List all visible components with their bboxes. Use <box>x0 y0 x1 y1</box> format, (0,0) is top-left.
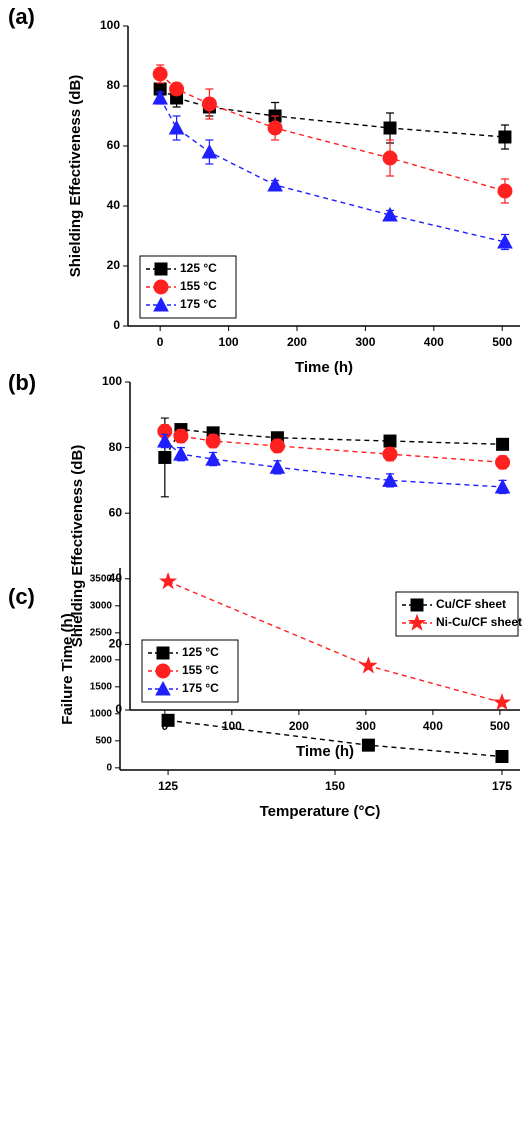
marker-square <box>158 450 172 464</box>
x-tick-label: 500 <box>492 335 512 349</box>
marker-triangle <box>494 478 511 494</box>
y-tick-label: 40 <box>107 198 121 212</box>
series-line <box>164 430 503 464</box>
y-axis-label: Failure Time (h) <box>59 613 76 724</box>
x-tick-label: 200 <box>289 719 309 733</box>
y-tick-label: 3500 <box>90 573 113 584</box>
x-tick-label: 200 <box>287 335 307 349</box>
marker-square <box>496 437 510 451</box>
marker-triangle <box>173 446 189 461</box>
marker-square <box>154 262 168 276</box>
y-tick-label: 20 <box>109 637 123 651</box>
marker-circle <box>201 96 217 112</box>
x-axis-label: Time (h) <box>296 743 354 760</box>
marker-star <box>359 656 378 674</box>
legend-label: 175 °C <box>180 297 217 311</box>
x-axis-label: Time (h) <box>295 359 353 376</box>
legend-label: Ni-Cu/CF sheet <box>436 615 522 629</box>
marker-circle <box>153 279 169 295</box>
y-tick-label: 1000 <box>90 708 113 719</box>
x-tick-label: 500 <box>490 719 510 733</box>
marker-triangle <box>267 176 283 192</box>
marker-square <box>410 598 424 612</box>
marker-star <box>492 692 512 711</box>
y-tick-label: 3000 <box>90 600 113 611</box>
y-tick-label: 20 <box>107 258 121 272</box>
marker-circle <box>267 120 283 136</box>
marker-triangle <box>153 296 169 312</box>
marker-triangle <box>497 233 513 249</box>
marker-triangle <box>155 680 171 696</box>
marker-circle <box>269 438 285 454</box>
marker-triangle <box>168 119 185 135</box>
marker-star <box>407 613 427 631</box>
marker-triangle <box>205 451 221 466</box>
series-line <box>159 88 506 138</box>
series-line <box>159 97 506 243</box>
x-tick-label: 150 <box>325 779 345 793</box>
marker-triangle <box>152 89 168 105</box>
legend-label: 155 °C <box>182 663 219 677</box>
marker-triangle <box>382 472 398 487</box>
marker-square <box>361 738 375 752</box>
y-tick-label: 1500 <box>90 681 113 692</box>
marker-circle <box>169 81 185 97</box>
x-tick-label: 0 <box>157 335 164 349</box>
y-tick-label: 80 <box>107 78 121 92</box>
legend-label: 125 °C <box>180 261 217 275</box>
y-axis-label: Shielding Effectiveness (dB) <box>69 445 86 648</box>
marker-square <box>383 434 397 448</box>
marker-circle <box>495 454 511 470</box>
marker-circle <box>205 433 221 449</box>
panel-label: (c) <box>8 584 35 609</box>
y-tick-label: 100 <box>102 374 122 388</box>
marker-circle <box>152 66 168 82</box>
series-line <box>164 440 503 488</box>
legend-label: 125 °C <box>182 645 219 659</box>
legend-label: 175 °C <box>182 681 219 695</box>
y-tick-label: 2500 <box>90 627 113 638</box>
y-tick-label: 500 <box>95 735 112 746</box>
legend-label: 155 °C <box>180 279 217 293</box>
x-tick-label: 300 <box>356 719 376 733</box>
y-tick-label: 2000 <box>90 654 113 665</box>
marker-triangle <box>157 432 173 448</box>
y-tick-label: 40 <box>109 571 123 585</box>
marker-circle <box>382 150 398 166</box>
marker-square <box>495 749 509 763</box>
marker-triangle <box>269 459 286 474</box>
y-tick-label: 0 <box>106 762 112 773</box>
panel-label: (a) <box>8 4 35 29</box>
marker-circle <box>173 428 189 444</box>
x-tick-label: 125 <box>158 779 178 793</box>
marker-triangle <box>382 206 398 222</box>
x-tick-label: 400 <box>423 719 443 733</box>
x-tick-label: 100 <box>222 719 242 733</box>
x-axis-label: Temperature (°C) <box>260 803 381 820</box>
x-tick-label: 100 <box>219 335 239 349</box>
y-tick-label: 0 <box>113 318 120 332</box>
marker-circle <box>497 183 513 199</box>
y-axis-label: Shielding Effectiveness (dB) <box>67 75 84 278</box>
marker-triangle <box>201 143 218 159</box>
y-tick-label: 80 <box>109 440 123 454</box>
marker-circle <box>382 446 398 462</box>
y-tick-label: 60 <box>109 505 123 519</box>
x-tick-label: 175 <box>492 779 512 793</box>
marker-circle <box>155 663 171 679</box>
x-tick-label: 400 <box>424 335 444 349</box>
panel-label: (b) <box>8 370 36 395</box>
marker-square <box>156 646 170 660</box>
y-tick-label: 100 <box>100 18 120 32</box>
x-tick-label: 300 <box>355 335 375 349</box>
marker-square <box>498 130 512 144</box>
marker-square <box>383 121 397 135</box>
legend-label: Cu/CF sheet <box>436 597 506 611</box>
y-tick-label: 0 <box>115 702 122 716</box>
marker-star <box>159 571 178 590</box>
marker-square <box>161 713 175 727</box>
y-tick-label: 60 <box>107 138 121 152</box>
